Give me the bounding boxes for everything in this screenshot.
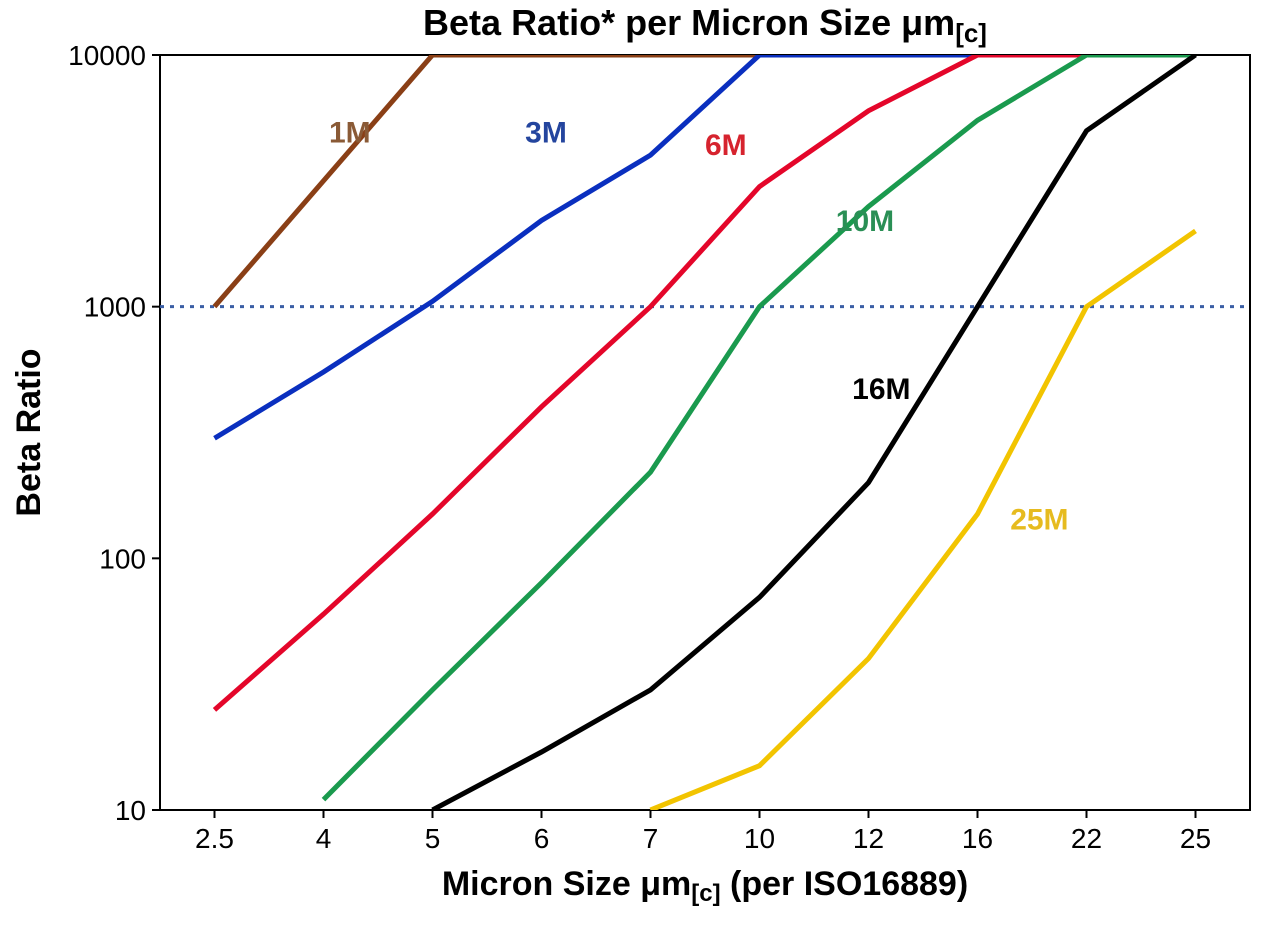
y-tick-label: 10000 <box>68 40 146 71</box>
y-tick-label: 100 <box>99 543 146 574</box>
series-label-3m: 3M <box>525 116 567 149</box>
x-tick-label: 10 <box>744 823 775 854</box>
series-label-6m: 6M <box>705 129 747 162</box>
x-tick-label: 7 <box>643 823 659 854</box>
x-tick-label: 22 <box>1071 823 1102 854</box>
x-tick-label: 12 <box>853 823 884 854</box>
series-label-1m: 1M <box>329 116 371 149</box>
series-label-25m: 25M <box>1010 504 1068 537</box>
x-tick-label: 16 <box>962 823 993 854</box>
x-tick-label: 25 <box>1180 823 1211 854</box>
chart-title: Beta Ratio* per Micron Size μm[c] <box>423 2 987 48</box>
chart-svg: 10 100 1000 10000 Beta Ratio 2.5 4 5 6 7 10 12 16 22 2… <box>0 0 1271 930</box>
x-tick-label: 2.5 <box>195 823 234 854</box>
x-tick-label: 4 <box>316 823 332 854</box>
series-label-10m: 10M <box>836 205 894 238</box>
y-tick-label: 1000 <box>84 292 146 323</box>
chart-container: 10 100 1000 10000 Beta Ratio 2.5 4 5 6 7 10 12 16 22 2… <box>0 0 1271 930</box>
x-tick-label: 5 <box>425 823 441 854</box>
y-axis-title: Beta Ratio <box>10 348 48 516</box>
series-label-16m: 16M <box>852 373 910 406</box>
y-tick-label: 10 <box>115 795 146 826</box>
x-tick-label: 6 <box>534 823 550 854</box>
